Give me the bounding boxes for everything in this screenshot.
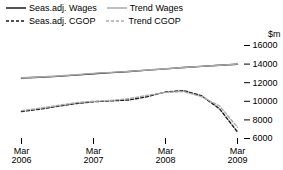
svg-text:14000: 14000 bbox=[253, 59, 278, 69]
html-text:Seas.adj. Wages: Seas.adj. Wages bbox=[29, 3, 97, 13]
svg-text:$m: $m bbox=[268, 29, 281, 39]
svg-text:Mar2009: Mar2009 bbox=[227, 146, 247, 165]
html-text:Trend CGOP: Trend CGOP bbox=[128, 16, 181, 26]
svg-text:Mar2007: Mar2007 bbox=[83, 146, 103, 165]
svg-text:12000: 12000 bbox=[253, 78, 278, 88]
html-text:Seas.adj. CGOP: Seas.adj. CGOP bbox=[29, 16, 96, 26]
svg-text:8000: 8000 bbox=[253, 115, 273, 125]
html-text:Trend Wages: Trend Wages bbox=[129, 3, 184, 13]
svg-text:10000: 10000 bbox=[253, 96, 278, 106]
svg-text:Mar2006: Mar2006 bbox=[11, 146, 31, 165]
svg-text:Mar2008: Mar2008 bbox=[155, 146, 175, 165]
svg-text:16000: 16000 bbox=[253, 40, 278, 50]
svg-text:6000: 6000 bbox=[253, 133, 273, 143]
